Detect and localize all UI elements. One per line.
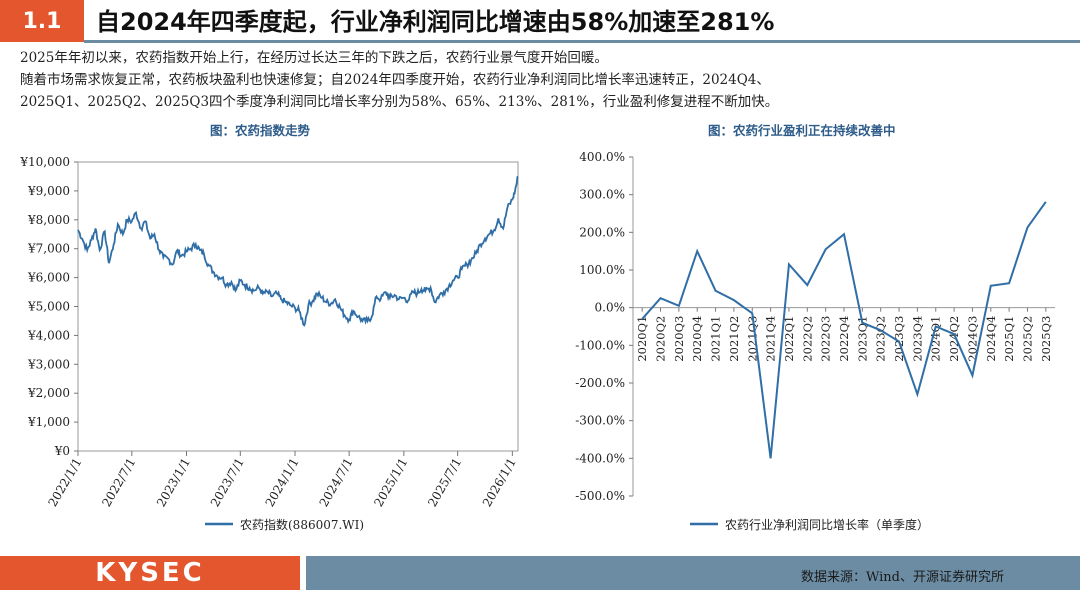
x-tick-label: 2022Q1 bbox=[782, 316, 796, 362]
x-tick-label: 2020Q3 bbox=[672, 316, 686, 362]
legend-label: 农药指数(886007.WI) bbox=[240, 517, 364, 532]
growth-series-line bbox=[641, 201, 1047, 459]
x-tick-label: 2026/1/1 bbox=[480, 456, 519, 510]
x-tick-label: 2024/7/1 bbox=[317, 456, 356, 510]
y-tick-label: 100.0% bbox=[579, 263, 625, 277]
x-tick-label: 2022/7/1 bbox=[99, 456, 138, 510]
y-tick-label: 0.0% bbox=[595, 301, 626, 315]
y-tick-label: ¥4,000 bbox=[27, 328, 70, 342]
y-tick-label: ¥5,000 bbox=[27, 300, 70, 314]
legend-label: 农药行业净利润同比增长率（单季度） bbox=[725, 517, 929, 532]
x-tick-label: 2022Q4 bbox=[837, 316, 851, 362]
x-tick-label: 2025/7/1 bbox=[425, 456, 464, 510]
x-tick-label: 2024Q2 bbox=[947, 316, 961, 362]
y-tick-label: ¥3,000 bbox=[27, 357, 70, 371]
y-tick-label: -300.0% bbox=[575, 414, 625, 428]
index-series-line bbox=[77, 175, 519, 327]
footer-bar bbox=[306, 556, 1080, 590]
x-tick-label: 2023Q1 bbox=[855, 316, 869, 362]
x-tick-label: 2025Q1 bbox=[1002, 316, 1016, 362]
x-tick-label: 2022Q2 bbox=[800, 316, 814, 362]
page-title: 自2024年四季度起，行业净利润同比增速由58%加速至281% bbox=[96, 8, 775, 36]
net-profit-growth-chart: 400.0% 300.0% 200.0% 100.0% 0.0% -100.0% -200.… bbox=[575, 150, 1055, 532]
x-tick-label: 2021Q1 bbox=[709, 316, 723, 362]
x-tick-label: 2023Q4 bbox=[910, 316, 924, 362]
x-tick-label: 2020Q1 bbox=[635, 316, 649, 362]
paragraph-2-line-2: 2025Q1、2025Q2、2025Q3四个季度净利润同比增长率分别为58%、6… bbox=[20, 94, 779, 110]
y-tick-label: -400.0% bbox=[575, 451, 625, 465]
y-tick-label: ¥2,000 bbox=[27, 386, 70, 400]
x-tick-label: 2020Q2 bbox=[654, 316, 668, 362]
x-tick-label: 2022/1/1 bbox=[46, 456, 85, 510]
pesticide-index-chart: ¥0 ¥1,000 ¥2,000 ¥3,000 ¥4,000 ¥5,000 ¥6,000 ¥7… bbox=[19, 155, 519, 532]
x-tick-label: 2023/7/1 bbox=[208, 456, 247, 510]
y-tick-label: ¥6,000 bbox=[27, 271, 70, 285]
y-tick-label: 200.0% bbox=[579, 225, 625, 239]
x-tick-label: 2021Q2 bbox=[727, 316, 741, 362]
data-source: 数据来源：Wind、开源证券研究所 bbox=[801, 570, 1004, 585]
x-tick-label: 2024Q4 bbox=[984, 316, 998, 362]
x-tick-label: 2025Q3 bbox=[1039, 316, 1053, 362]
x-tick-label: 2023/1/1 bbox=[154, 456, 193, 510]
x-tick-label: 2023Q2 bbox=[874, 316, 888, 362]
kysec-logo: KYSEC bbox=[0, 556, 300, 590]
y-tick-label: ¥7,000 bbox=[27, 242, 70, 256]
chart-right-caption: 图：农药行业盈利正在持续改善中 bbox=[708, 123, 896, 138]
y-tick-label: ¥1,000 bbox=[27, 415, 70, 429]
x-tick-label: 2025Q2 bbox=[1020, 316, 1034, 362]
y-tick-label: 400.0% bbox=[579, 150, 625, 164]
y-tick-label: ¥0 bbox=[54, 444, 70, 458]
paragraph-2-line-1: 随着市场需求恢复正常，农药板块盈利也快速修复；自2024年四季度开始，农药行业净… bbox=[20, 72, 770, 88]
x-tick-label: 2024Q3 bbox=[965, 316, 979, 362]
title-divider bbox=[84, 40, 1080, 43]
y-tick-label: -100.0% bbox=[575, 338, 625, 352]
y-tick-label: -200.0% bbox=[575, 376, 625, 390]
x-tick-label: 2022Q3 bbox=[819, 316, 833, 362]
x-tick-label: 2021Q3 bbox=[745, 316, 759, 362]
y-tick-label: ¥9,000 bbox=[27, 184, 70, 198]
x-tick-label: 2024Q1 bbox=[929, 316, 943, 362]
x-tick-label: 2021Q4 bbox=[764, 316, 778, 362]
x-tick-label: 2025/1/1 bbox=[371, 456, 410, 510]
y-tick-label: -500.0% bbox=[575, 489, 625, 503]
chart-left-caption: 图：农药指数走势 bbox=[210, 123, 311, 138]
x-tick-label: 2024/1/1 bbox=[263, 456, 302, 510]
y-tick-label: ¥8,000 bbox=[27, 213, 70, 227]
y-tick-label: ¥10,000 bbox=[19, 155, 70, 169]
section-number: 1.1 bbox=[0, 0, 84, 42]
paragraph-1: 2025年年初以来，农药指数开始上行，在经历过长达三年的下跌之后，农药行业景气度… bbox=[20, 50, 608, 66]
x-tick-label: 2020Q4 bbox=[690, 316, 704, 362]
y-tick-label: 300.0% bbox=[579, 188, 625, 202]
